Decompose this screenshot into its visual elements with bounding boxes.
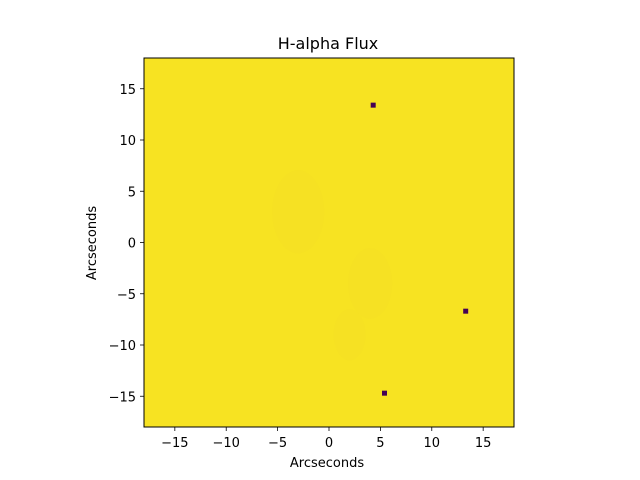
y-tick-label: 5: [128, 185, 136, 200]
x-tick-label: 10: [424, 436, 441, 451]
x-tick-label: 15: [475, 436, 492, 451]
faint-structure-1: [348, 248, 393, 319]
faint-structure-0: [272, 170, 325, 254]
x-axis-ticks: −15 −10 −5 0 5 10 15: [161, 427, 491, 451]
plot-area: [143, 57, 515, 428]
y-axis-ticks: −15 −10 −5 0 5 10 15: [109, 83, 144, 405]
x-tick-label: −10: [213, 436, 240, 451]
y-tick-label: 0: [128, 237, 136, 252]
x-tick-label: 0: [325, 436, 333, 451]
chart-title: H-alpha Flux: [278, 34, 379, 53]
y-tick-label: −10: [109, 339, 136, 354]
low-value-pixel-2: [382, 390, 387, 396]
x-tick-label: −5: [268, 436, 287, 451]
heatmap-low-value-pixels: [370, 102, 469, 396]
y-tick-label: −15: [109, 390, 136, 405]
y-tick-label: −5: [117, 288, 136, 303]
low-value-pixel-0: [370, 102, 376, 108]
low-value-pixel-1: [463, 308, 469, 314]
y-axis-label: Arcseconds: [85, 206, 100, 280]
heatmap-faint-structure: [272, 170, 393, 361]
x-axis-label: Arcseconds: [290, 456, 364, 471]
x-tick-label: −15: [161, 436, 188, 451]
x-tick-label: 5: [376, 436, 384, 451]
y-tick-label: 15: [119, 83, 136, 98]
y-tick-label: 10: [119, 134, 136, 149]
faint-structure-2: [333, 309, 366, 361]
heatmap-background: [144, 58, 514, 427]
